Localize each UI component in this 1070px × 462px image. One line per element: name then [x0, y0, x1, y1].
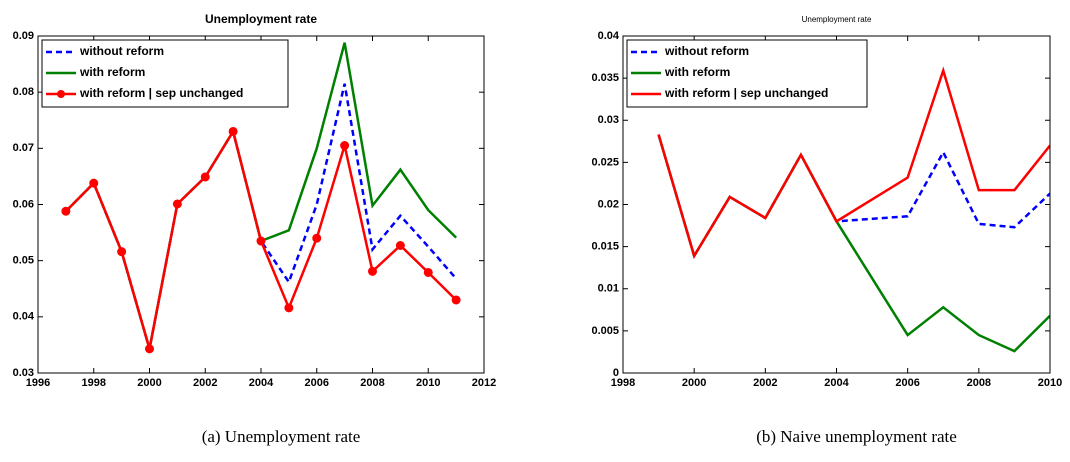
axes-frame: [37, 35, 485, 374]
y-tick-label: 0.04: [13, 311, 35, 323]
legend-label: with reform: [664, 65, 730, 79]
y-tick-label: 0.025: [591, 156, 619, 168]
series-line: [64, 83, 458, 350]
legend-label: with reform: [79, 65, 145, 79]
legend-box: [41, 39, 289, 108]
x-tick-label: 2004: [824, 377, 849, 389]
x-tick-label: 2006: [305, 377, 329, 389]
legend-label: with reform | sep unchanged: [664, 86, 828, 100]
x-tick-label: 2006: [895, 377, 919, 389]
y-tick-label: 0.015: [591, 241, 619, 253]
y-tick-label: 0.035: [591, 72, 619, 84]
x-tick-label: 2010: [1038, 377, 1062, 389]
y-tick-label: 0.005: [591, 325, 619, 337]
x-tick-label: 2004: [249, 377, 274, 389]
point-marker: [256, 236, 266, 246]
legend-box: [626, 39, 868, 108]
point-marker: [395, 241, 405, 251]
legend-label: without reform: [79, 44, 164, 58]
y-tick-label: 0.07: [13, 142, 34, 154]
chart-title: Unemployment rate: [802, 15, 872, 24]
y-tick-label: 0.06: [13, 198, 34, 210]
axes-frame: [622, 35, 1051, 374]
caption: (b) Naive unemployment rate: [756, 427, 957, 446]
x-tick-label: 2008: [360, 377, 384, 389]
point-marker: [89, 178, 99, 188]
y-tick-label: 0.04: [598, 30, 620, 42]
plot: [657, 66, 1050, 353]
x-tick-label: 2000: [137, 377, 161, 389]
point-marker: [172, 199, 182, 209]
chart-title: Unemployment rate: [205, 12, 317, 26]
plot: [61, 42, 461, 354]
chart: Unemployment rate 0.03 0.04 0.05 0.06 0.07 0.0…: [13, 12, 497, 446]
x-tick-label: 2010: [416, 377, 440, 389]
legend-label: without reform: [664, 44, 749, 58]
y-tick-label: 0.05: [13, 255, 34, 267]
y-tick-label: 0.01: [598, 283, 619, 295]
chart: Unemployment rate 0 0.005 0.01 0.015 0.02 0.02…: [591, 15, 1062, 446]
y-tick-label: 0.03: [598, 114, 619, 126]
point-marker: [451, 295, 461, 305]
point-marker: [117, 247, 127, 257]
x-tick-label: 1998: [82, 377, 106, 389]
x-tick-label: 2002: [193, 377, 217, 389]
point-marker: [423, 267, 433, 277]
point-marker: [340, 141, 350, 151]
y-tick-label: 0: [613, 367, 619, 379]
x-tick-label: 1996: [26, 377, 50, 389]
point-marker: [200, 172, 210, 182]
point-marker: [145, 344, 154, 354]
x-tick-label: 2002: [753, 377, 777, 389]
point-marker: [228, 126, 238, 136]
point-marker: [61, 206, 71, 216]
caption: (a) Unemployment rate: [202, 427, 361, 446]
series-line: [657, 66, 1050, 259]
x-tick-label: 1998: [611, 377, 635, 389]
y-tick-label: 0.09: [13, 30, 34, 42]
point-marker: [312, 233, 322, 243]
x-tick-label: 2008: [967, 377, 991, 389]
legend-label: with reform | sep unchanged: [79, 86, 243, 100]
y-tick-label: 0.02: [598, 198, 619, 210]
y-tick-label: 0.08: [13, 86, 34, 98]
legend-marker: [57, 90, 65, 98]
x-tick-label: 2012: [472, 377, 496, 389]
point-marker: [368, 266, 377, 276]
y-tick-label: 0.03: [13, 367, 34, 379]
x-tick-label: 2000: [682, 377, 706, 389]
point-marker: [284, 303, 294, 313]
